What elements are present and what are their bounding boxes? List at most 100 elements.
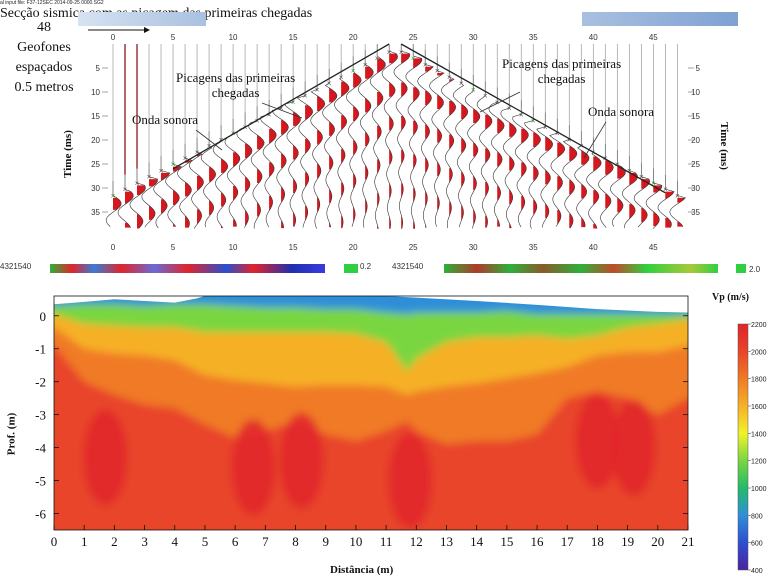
seismic-ytick-left: 15: [91, 112, 100, 121]
seismic-trace-fill: [365, 131, 370, 146]
seismic-trace-fill: [161, 172, 170, 181]
seismic-trace-fill: [413, 188, 416, 203]
seismic-trace-fill: [545, 170, 551, 185]
seismic-trace-fill: [425, 90, 432, 106]
seismic-trace: ×: [429, 44, 445, 227]
seismic-trace: ×: [296, 44, 313, 228]
seismic-ytick-right: 20: [691, 136, 700, 145]
seismic-xtick-top: 20: [349, 33, 358, 42]
seismic-trace: ×: [417, 44, 434, 228]
seismic-trace-wiggle: [296, 81, 313, 228]
seismic-trace-fill: [329, 155, 334, 170]
seismic-trace-wiggle: [669, 181, 686, 227]
seismic-trace-fill: [341, 182, 344, 197]
seismic-trace-fill: [581, 183, 587, 199]
seismic-ytick-right: 25: [691, 160, 700, 169]
annotation-arrow-sound-right: [583, 121, 607, 159]
seismic-pick-marker: ×: [675, 191, 680, 200]
strip-legend-swatch-a: [344, 264, 358, 273]
annotation-arrow-sound-left: [195, 129, 223, 151]
seismic-trace-wiggle: [405, 44, 423, 229]
seismic-trace-wiggle: [452, 68, 469, 228]
seismic-trace-wiggle: [429, 56, 445, 227]
velocity-xtick-label: 3: [141, 534, 148, 549]
seismic-xtick-top: 15: [289, 33, 298, 42]
seismic-xtick-bottom: 5: [171, 243, 176, 250]
seismic-ytick-right: 15: [691, 112, 700, 121]
seismic-trace-wiggle: [464, 74, 481, 229]
geophone-spacing-label: espaçados: [15, 60, 73, 75]
seismic-trace-wiggle: [105, 181, 122, 227]
seismic-pick-marker: ×: [555, 129, 560, 138]
strip-legend-a: 0.2: [360, 262, 372, 271]
strip-legend-swatch-b: [736, 264, 746, 273]
seismic-trace: ×: [622, 44, 638, 229]
seismic-trace: ×: [129, 44, 146, 229]
seismic-pick-marker: ×: [639, 173, 644, 182]
seismic-trace-fill: [401, 149, 405, 164]
seismic-trace: ×: [189, 44, 204, 229]
high-velocity-zone: [231, 419, 276, 516]
seismic-trace: ×: [524, 44, 541, 229]
seismic-trace-wiggle: [117, 174, 134, 228]
seismic-xtick-bottom: 45: [649, 243, 658, 250]
seismic-pick-marker: ×: [627, 166, 632, 175]
strip-coord-right: 4321540: [392, 262, 424, 271]
seismic-xtick-top: 25: [409, 33, 418, 42]
seismic-pick-marker: ×: [195, 148, 200, 157]
seismic-trace-wiggle: [393, 44, 411, 229]
seismic-trace-fill: [161, 199, 168, 214]
seismic-trace-fill: [413, 221, 415, 229]
velocity-xtick-label: 15: [500, 534, 513, 549]
seismic-xtick-bottom: 40: [589, 243, 598, 250]
seismic-pick-marker: ×: [483, 92, 488, 101]
seismic-trace-fill: [365, 66, 374, 79]
velocity-ytick-label: -5: [35, 474, 46, 489]
seismic-pick-marker: ×: [267, 110, 272, 119]
velocity-ytick-label: -3: [35, 408, 46, 423]
colorbar-tick-label: 2000: [751, 349, 767, 356]
seismic-trace-fill: [521, 128, 529, 144]
seismic-trace: ×: [248, 44, 265, 229]
annotation-arrow-picks-right: [479, 91, 521, 113]
velocity-xtick-label: 13: [440, 534, 453, 549]
velocity-xtick-label: 7: [262, 534, 269, 549]
header-arrow-head: [144, 27, 150, 33]
seismic-trace-wiggle: [153, 156, 171, 229]
seismic-trace: ×: [105, 44, 122, 227]
annotation-picks-left: Picagens das primeiras chegadas: [176, 70, 295, 100]
seismic-pick-marker: ×: [411, 54, 416, 63]
seismic-pick-marker: ×: [255, 117, 260, 126]
seismic-trace-fill: [557, 176, 563, 191]
seismic-trace: ×: [657, 44, 675, 228]
seismic-pick-marker: ×: [111, 191, 116, 200]
seismic-xtick-bottom: 35: [529, 243, 538, 250]
seismic-trace: ×: [512, 44, 529, 228]
seismic-pick-marker: ×: [423, 60, 428, 69]
seismic-pick-marker: ×: [351, 67, 356, 76]
seismic-trace-wiggle: [598, 143, 614, 228]
seismic-trace-fill: [425, 66, 434, 72]
seismic-pick-marker: ×: [279, 104, 284, 113]
seismic-trace-wiggle: [284, 87, 301, 227]
seismic-trace-wiggle: [476, 81, 493, 228]
seismic-xtick-bottom: 20: [349, 243, 358, 250]
seismic-trace-fill: [305, 172, 309, 187]
seismic-ytick-left: 35: [91, 208, 100, 217]
velocity-xtick-label: 4: [172, 534, 179, 549]
seismic-trace-fill: [521, 195, 525, 211]
velocity-ytick-label: -6: [35, 507, 46, 522]
title-banner-left: [78, 12, 206, 26]
annotation-arrow-picks-left: [261, 102, 303, 119]
seismic-trace-fill: [305, 206, 308, 221]
colorbar-tick-label: 800: [751, 513, 763, 520]
seismic-trace-fill: [485, 182, 489, 197]
seismic-trace-fill: [137, 185, 146, 195]
seismic-trace-wiggle: [417, 50, 434, 228]
high-velocity-zone: [279, 412, 324, 509]
seismic-trace-fill: [497, 118, 505, 134]
velocity-xtick-label: 18: [591, 534, 604, 549]
velocity-xtick-label: 21: [682, 534, 695, 549]
seismic-trace-fill: [449, 168, 453, 183]
seismic-trace-wiggle: [369, 44, 386, 229]
